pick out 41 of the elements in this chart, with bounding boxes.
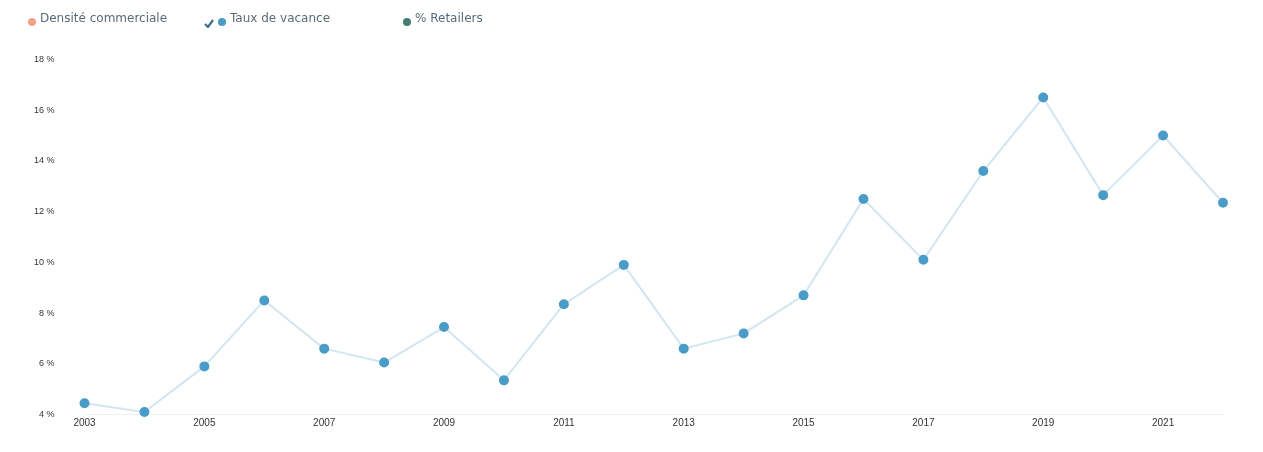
point (319, 343, 330, 354)
point (1218, 197, 1228, 208)
point (798, 290, 809, 301)
x-tick-label: 2013 (672, 417, 696, 429)
y-tick-label: 18 % (34, 53, 55, 64)
point (1098, 190, 1109, 201)
point (1158, 130, 1169, 141)
y-tick-label: 16 % (34, 104, 55, 115)
point (738, 328, 749, 339)
point (79, 398, 90, 409)
point (139, 407, 150, 418)
y-tick-label: 4 % (39, 409, 55, 420)
x-tick-label: 2009 (432, 417, 456, 429)
legend-label: Taux de vacance (230, 11, 331, 25)
point (558, 299, 569, 310)
point (199, 361, 210, 372)
point (678, 343, 689, 354)
point (858, 193, 869, 204)
x-tick-label: 2015 (792, 417, 816, 429)
legend-label: Densité commerciale (40, 11, 168, 25)
y-tick-label: 6 % (39, 358, 55, 369)
legend-label: % Retailers (415, 11, 483, 25)
point (259, 295, 270, 306)
x-tick-label: 2017 (912, 417, 935, 429)
y-tick-label: 8 % (39, 307, 55, 318)
point (379, 357, 390, 368)
point (439, 322, 450, 333)
point (1038, 92, 1049, 103)
y-tick-label: 14 % (34, 155, 55, 166)
point (618, 259, 629, 270)
x-tick-label: 2005 (193, 417, 216, 429)
x-tick-label: 2019 (1032, 417, 1055, 429)
y-tick-label: 12 % (34, 206, 55, 217)
point (918, 254, 929, 265)
x-tick-label: 2011 (553, 417, 576, 429)
x-tick-label: 2007 (313, 417, 336, 429)
x-tick-label: 2003 (73, 417, 97, 429)
point (978, 166, 989, 177)
point (498, 375, 509, 386)
x-tick-label: 2021 (1151, 417, 1175, 429)
y-tick-label: 10 % (34, 256, 55, 267)
